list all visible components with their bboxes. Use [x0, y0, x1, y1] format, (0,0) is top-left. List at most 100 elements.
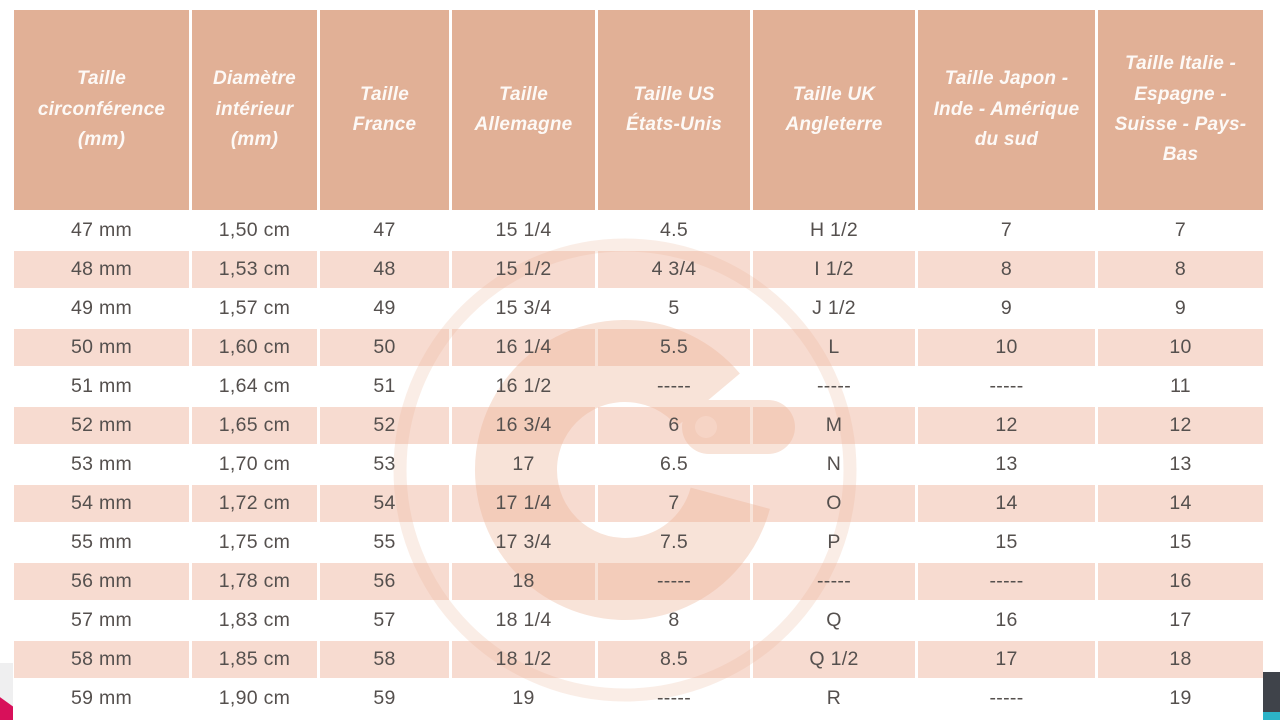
table-cell: 10 — [918, 329, 1095, 366]
table-cell: 1,75 cm — [218, 531, 291, 553]
page-edge-teal-strip — [1263, 712, 1280, 720]
table-cell: 10 — [1098, 329, 1263, 366]
table-cell: 52 — [320, 407, 449, 444]
table-cell: 5.5 — [598, 329, 750, 366]
table-cell: 16 3/4 — [452, 407, 595, 444]
table-cell: Q 1/2 — [753, 641, 915, 678]
table-cell: 8 — [668, 609, 680, 631]
table-cell: 51 — [373, 375, 396, 397]
table-cell: 4 3/4 — [598, 251, 750, 288]
column-header: Taille Allemagne — [452, 10, 595, 210]
table-cell: ----- — [918, 563, 1095, 600]
table-cell: 13 — [1169, 453, 1192, 475]
table-cell: 11 — [1170, 375, 1191, 397]
table-cell: 57 mm — [70, 609, 133, 631]
table-cell: 8 — [1098, 251, 1263, 288]
table-cell: 8 — [918, 251, 1095, 288]
table-cell: 16 1/4 — [452, 329, 595, 366]
table-cell: 1,72 cm — [192, 485, 317, 522]
table-cell: 58 — [320, 641, 449, 678]
table-cell: 14 — [1098, 485, 1263, 522]
table-cell: 48 mm — [14, 251, 189, 288]
table-cell: O — [753, 485, 915, 522]
table-cell: 53 — [373, 453, 396, 475]
table-cell: 16 — [1098, 563, 1263, 600]
table-cell: 56 mm — [14, 563, 189, 600]
column-header: Taille US États-Unis — [598, 10, 750, 210]
table-cell: 51 mm — [70, 375, 133, 397]
table-cell: N — [826, 453, 842, 475]
column-header: Taille Italie - Espagne - Suisse - Pays-… — [1098, 10, 1263, 210]
table-cell: 1,64 cm — [218, 375, 291, 397]
column-header: Taille circonférence (mm) — [14, 10, 189, 210]
table-cell: P — [827, 531, 841, 553]
table-cell: 1,83 cm — [218, 609, 291, 631]
table-cell: 54 mm — [14, 485, 189, 522]
table-cell: J 1/2 — [812, 297, 856, 319]
table-cell: 15 — [995, 531, 1018, 553]
table-cell: 5 — [668, 297, 680, 319]
table-cell: 59 — [373, 687, 396, 709]
table-cell: 18 — [1098, 641, 1263, 678]
table-cell: 47 — [373, 219, 396, 241]
table-cell: ----- — [989, 687, 1024, 709]
table-cell: M — [753, 407, 915, 444]
table-cell: 53 mm — [70, 453, 133, 475]
table-cell: 7 — [598, 485, 750, 522]
table-cell: 56 — [320, 563, 449, 600]
table-cell: 16 — [995, 609, 1018, 631]
table-cell: 1,85 cm — [192, 641, 317, 678]
table-cell: 7 — [1174, 219, 1187, 241]
table-cell: 58 mm — [14, 641, 189, 678]
column-header: Taille France — [320, 10, 449, 210]
column-header: Taille UK Angleterre — [753, 10, 915, 210]
table-cell: 9 — [1000, 297, 1013, 319]
table-cell: 7 — [1000, 219, 1013, 241]
table-cell: 1,65 cm — [192, 407, 317, 444]
table-cell: 15 1/4 — [495, 219, 552, 241]
table-cell: ----- — [753, 563, 915, 600]
table-cell: 14 — [918, 485, 1095, 522]
table-cell: 7.5 — [659, 531, 688, 553]
table-cell: 55 mm — [70, 531, 133, 553]
table-cell: 57 — [373, 609, 396, 631]
table-cell: 9 — [1174, 297, 1187, 319]
ring-size-conversion-table: Taille circonférence (mm) Diamètre intéri… — [14, 10, 1263, 717]
table-cell: 13 — [995, 453, 1018, 475]
column-header: Diamètre intérieur (mm) — [192, 10, 317, 210]
table-cell: 1,90 cm — [218, 687, 291, 709]
table-cell: 15 — [1169, 531, 1192, 553]
table-cell: 1,78 cm — [192, 563, 317, 600]
table-cell: 18 1/2 — [452, 641, 595, 678]
table-cell: 52 mm — [14, 407, 189, 444]
table-cell: 16 1/2 — [495, 375, 552, 397]
table-cell: 12 — [1098, 407, 1263, 444]
table-cell: ----- — [657, 375, 691, 397]
column-header: Taille Japon - Inde - Amérique du sud — [918, 10, 1095, 210]
table-cell: 15 1/2 — [452, 251, 595, 288]
table-cell: 4.5 — [659, 219, 688, 241]
table-cell: I 1/2 — [753, 251, 915, 288]
table-cell: H 1/2 — [809, 219, 859, 241]
table-cell: R — [826, 687, 842, 709]
table-cell: ----- — [657, 687, 691, 709]
table-cell: 49 — [373, 297, 396, 319]
page-edge-dark-block — [1263, 672, 1280, 712]
table-cell: 1,50 cm — [218, 219, 291, 241]
table-cell: 50 — [320, 329, 449, 366]
table-cell: 6.5 — [659, 453, 688, 475]
table-cell: 1,57 cm — [218, 297, 291, 319]
table-cell: 17 3/4 — [495, 531, 552, 553]
table-cell: 17 — [1169, 609, 1192, 631]
table-cell: 6 — [598, 407, 750, 444]
table-cell: 18 1/4 — [495, 609, 552, 631]
table-cell: 50 mm — [14, 329, 189, 366]
table-cell: 47 mm — [70, 219, 133, 241]
table-cell: L — [753, 329, 915, 366]
table-cell: 59 mm — [70, 687, 133, 709]
table-cell: 1,70 cm — [218, 453, 291, 475]
table-cell: Q — [826, 609, 842, 631]
table-cell: 12 — [918, 407, 1095, 444]
table-cell: 8.5 — [598, 641, 750, 678]
